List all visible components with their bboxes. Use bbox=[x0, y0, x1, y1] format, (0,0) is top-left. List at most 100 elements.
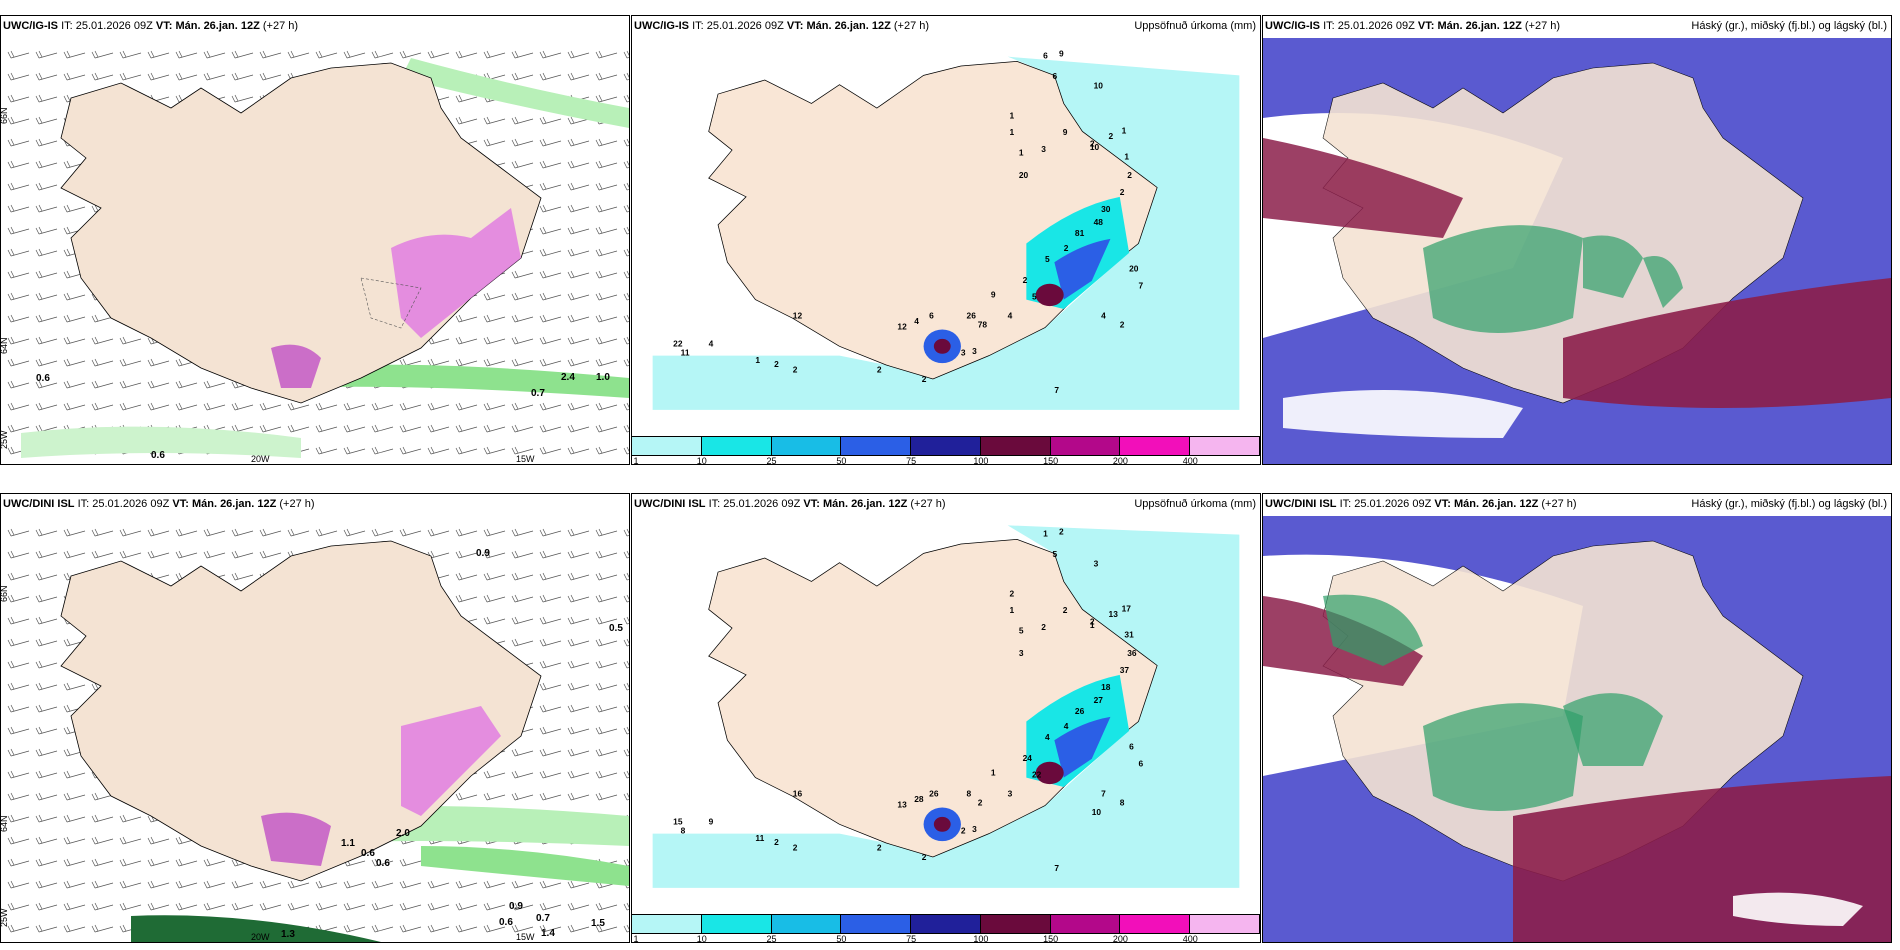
wind-barb bbox=[63, 314, 86, 323]
colorbar-tick: 25 bbox=[766, 934, 777, 943]
precip-value: 1 bbox=[991, 768, 996, 778]
wind-barb bbox=[203, 402, 226, 411]
wind-barb bbox=[91, 880, 114, 889]
wind-barb bbox=[91, 336, 114, 345]
wind-barb bbox=[483, 292, 506, 301]
cloud-map bbox=[1263, 38, 1891, 464]
wind-barb bbox=[595, 204, 618, 213]
wind-barb bbox=[63, 204, 86, 213]
wind-barb bbox=[539, 424, 562, 433]
wind-barb bbox=[567, 660, 590, 669]
lon-label: 25W bbox=[1, 430, 9, 449]
wind-barb bbox=[119, 336, 142, 345]
wind-barb bbox=[511, 314, 534, 323]
wind-barb bbox=[623, 314, 629, 323]
wind-barb bbox=[623, 572, 629, 581]
precip-value: 2 bbox=[877, 842, 882, 852]
wind-barb bbox=[147, 402, 170, 411]
wind-barb bbox=[7, 880, 30, 889]
wind-barb bbox=[511, 770, 534, 779]
wind-barb bbox=[7, 528, 30, 537]
wind-barb bbox=[35, 116, 58, 125]
wind-barb bbox=[595, 616, 618, 625]
precip-value: 3 bbox=[972, 824, 977, 834]
wind-barb bbox=[483, 770, 506, 779]
wind-barb bbox=[147, 50, 170, 59]
wind-barb bbox=[7, 424, 30, 433]
wind-barb bbox=[595, 138, 618, 147]
wind-barb bbox=[567, 116, 590, 125]
lon-label: 20W bbox=[251, 932, 270, 942]
wind-barb bbox=[147, 358, 170, 367]
wind-barb bbox=[511, 424, 534, 433]
wind-barb bbox=[511, 358, 534, 367]
colorbar-cell bbox=[1190, 915, 1260, 933]
wind-barb bbox=[455, 424, 478, 433]
wind-barb bbox=[511, 336, 534, 345]
wind-barb bbox=[623, 248, 629, 257]
wind-barb bbox=[287, 880, 310, 889]
wind-barb bbox=[203, 380, 226, 389]
wind-barb bbox=[287, 424, 310, 433]
precip-value: 31 bbox=[1124, 629, 1134, 639]
wind-barb bbox=[623, 682, 629, 691]
wind-barb bbox=[91, 814, 114, 823]
wind-barb bbox=[147, 380, 170, 389]
wind-value: 0.6 bbox=[376, 858, 390, 869]
colorbar-cells bbox=[632, 436, 1260, 456]
precip-value: 12 bbox=[897, 321, 907, 331]
wind-barb bbox=[483, 880, 506, 889]
wind-barb bbox=[511, 792, 534, 801]
wind-barb bbox=[63, 336, 86, 345]
wind-barb bbox=[623, 138, 629, 147]
precip-value: 10 bbox=[1094, 80, 1104, 90]
wind-barb bbox=[539, 270, 562, 279]
colorbar-cell bbox=[841, 915, 912, 933]
wind-barb bbox=[35, 204, 58, 213]
wind-barb bbox=[63, 814, 86, 823]
wind-barb bbox=[7, 902, 30, 911]
colorbar-tick: 150 bbox=[1043, 934, 1059, 943]
lon-label: 25W bbox=[1, 908, 9, 927]
wind-barb bbox=[623, 792, 629, 801]
wind-barb bbox=[539, 924, 562, 933]
precip-value: 2 bbox=[978, 798, 983, 808]
colorbar-cell bbox=[771, 437, 842, 455]
wind-barb bbox=[35, 358, 58, 367]
precip-value: 5 bbox=[1053, 549, 1058, 559]
wind-value: 1.0 bbox=[596, 372, 610, 383]
wind-barb bbox=[371, 402, 394, 411]
precip-map-panel-bottom: UWC/DINI ISL IT: 25.01.2026 09Z VT: Mán.… bbox=[631, 493, 1261, 943]
wind-barb bbox=[595, 402, 618, 411]
wind-barb bbox=[35, 550, 58, 559]
wind-barb bbox=[567, 138, 590, 147]
wind-barb bbox=[35, 858, 58, 867]
colorbar-tick: 25 bbox=[766, 456, 777, 465]
precip-value: 2 bbox=[1120, 320, 1125, 330]
wind-barb bbox=[119, 836, 142, 845]
precip-value: 30 bbox=[1101, 204, 1111, 214]
wind-barb bbox=[343, 402, 366, 411]
wind-barb bbox=[147, 902, 170, 911]
precip-value: 24 bbox=[1023, 753, 1033, 763]
colorbar-cell bbox=[980, 915, 1051, 933]
wind-value: 1.4 bbox=[541, 928, 555, 939]
precip-value: 48 bbox=[1094, 217, 1104, 227]
wind-barb bbox=[91, 50, 114, 59]
wind-barb bbox=[119, 528, 142, 537]
wind-barb bbox=[427, 50, 450, 59]
wind-barb bbox=[35, 226, 58, 235]
wind-barb bbox=[259, 880, 282, 889]
wind-barb bbox=[175, 50, 198, 59]
wind-barb bbox=[91, 550, 114, 559]
wind-barb bbox=[7, 550, 30, 559]
wind-barb bbox=[623, 182, 629, 191]
wind-barb bbox=[539, 204, 562, 213]
panel-header: UWC/DINI ISL IT: 25.01.2026 09Z VT: Mán.… bbox=[1265, 498, 1577, 510]
precip-value: 2 bbox=[793, 364, 798, 374]
precip-value: 3 bbox=[1008, 788, 1013, 798]
wind-barb bbox=[595, 424, 618, 433]
wind-barb bbox=[35, 902, 58, 911]
wind-barb bbox=[7, 682, 30, 691]
wind-barb bbox=[343, 902, 366, 911]
